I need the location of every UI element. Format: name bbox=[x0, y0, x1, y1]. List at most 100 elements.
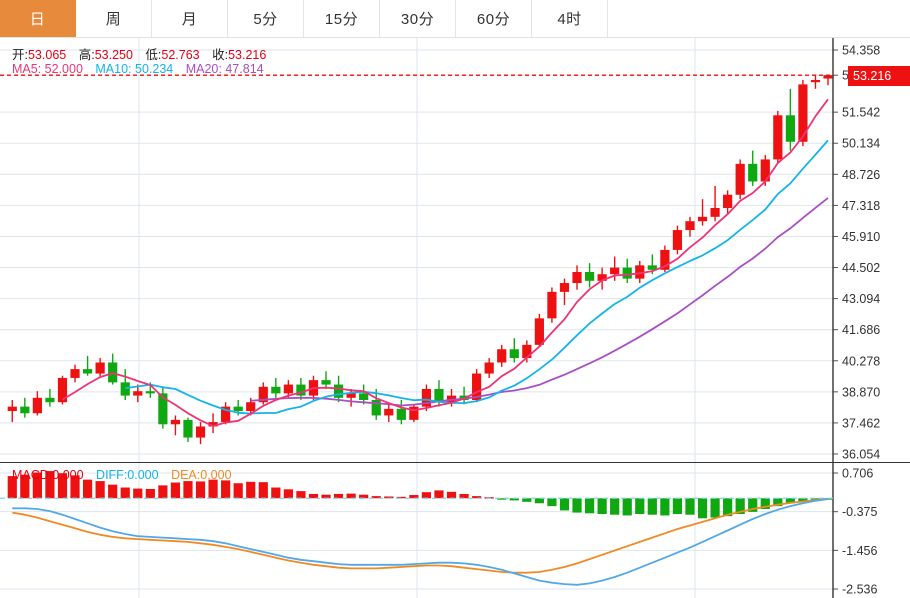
price-axis-label: 54.358 bbox=[842, 44, 880, 58]
candle-body bbox=[32, 397, 42, 414]
candle-body bbox=[145, 391, 155, 394]
candlestick bbox=[660, 245, 670, 272]
candlestick bbox=[484, 358, 494, 378]
price-axis-label: 36.054 bbox=[842, 448, 880, 462]
macd-histogram-bar bbox=[622, 498, 632, 516]
candle-body bbox=[283, 384, 293, 394]
macd-histogram-bar bbox=[685, 498, 695, 515]
candlestick bbox=[321, 371, 331, 389]
macd-chart-svg[interactable]: 0.706 -0.375 -1.456 -2.536 bbox=[0, 463, 910, 598]
macd-histogram-bar bbox=[509, 498, 519, 501]
macd-axis-label: 0.706 bbox=[842, 467, 873, 481]
candlestick bbox=[823, 74, 833, 86]
candlestick bbox=[346, 388, 356, 407]
tab-day[interactable]: 日 bbox=[0, 0, 76, 37]
candlestick bbox=[271, 377, 281, 398]
candle-body bbox=[597, 274, 607, 281]
candlestick bbox=[359, 384, 369, 405]
candle-body bbox=[723, 194, 733, 208]
macd-histogram-bar bbox=[723, 498, 733, 517]
timeframe-tab-bar[interactable]: 日 周 月 5分 15分 30分 60分 4时 bbox=[0, 0, 910, 38]
macd-histogram-bar bbox=[647, 498, 657, 515]
candlestick bbox=[95, 358, 105, 378]
tab-week[interactable]: 周 bbox=[76, 0, 152, 37]
price-chart-svg[interactable]: 54.358 53.216 51.542 50.134 48.726 47.318 45.9… bbox=[0, 38, 910, 462]
candle-body bbox=[384, 408, 394, 416]
macd-histogram-bar bbox=[95, 481, 105, 499]
candle-body bbox=[371, 400, 381, 416]
ma20-line bbox=[250, 197, 829, 407]
macd-histogram-bar bbox=[133, 488, 143, 499]
macd-histogram-bar bbox=[760, 498, 770, 509]
price-axis-label: 38.870 bbox=[842, 385, 880, 399]
candle-body bbox=[547, 291, 557, 319]
candle-body bbox=[522, 344, 532, 359]
macd-histogram-bar bbox=[195, 481, 206, 499]
candle-body bbox=[810, 79, 821, 83]
candlestick bbox=[45, 388, 55, 407]
candlestick bbox=[384, 402, 394, 423]
candle-body bbox=[170, 419, 181, 425]
tab-5min-label: 5分 bbox=[253, 11, 278, 28]
candlestick bbox=[170, 415, 181, 436]
macd-histogram-bar bbox=[384, 496, 394, 499]
macd-histogram-bar bbox=[57, 473, 68, 499]
macd-chart-panel[interactable]: MACD:0.000 DIFF:0.000 DEA:0.000 0.706 -0.… bbox=[0, 462, 910, 598]
macd-histogram-bar bbox=[145, 488, 155, 499]
dea-line bbox=[12, 498, 829, 574]
candle-body bbox=[346, 393, 356, 398]
tab-4hour[interactable]: 4时 bbox=[532, 0, 608, 37]
candlestick bbox=[195, 422, 206, 445]
candle-body bbox=[509, 349, 519, 359]
candlestick bbox=[710, 185, 720, 222]
macd-histogram-bar bbox=[183, 481, 193, 499]
macd-histogram-bar bbox=[108, 484, 118, 499]
tab-30min[interactable]: 30分 bbox=[380, 0, 456, 37]
price-chart-panel[interactable]: 开:53.065 高:53.250 低:52.763 收:53.216 MA5:… bbox=[0, 38, 910, 462]
candlestick bbox=[534, 313, 544, 348]
macd-histogram-bar bbox=[497, 498, 507, 500]
candlestick bbox=[82, 355, 93, 376]
candle-body bbox=[133, 391, 143, 396]
macd-histogram-bar bbox=[70, 475, 80, 499]
macd-histogram-bar bbox=[82, 479, 93, 499]
candlestick bbox=[371, 388, 381, 420]
candlestick bbox=[610, 256, 620, 281]
candle-body bbox=[622, 267, 632, 279]
macd-histogram-bar bbox=[559, 498, 570, 511]
candlestick bbox=[183, 417, 193, 442]
tab-60min[interactable]: 60分 bbox=[456, 0, 532, 37]
candle-body bbox=[660, 249, 670, 270]
macd-histogram-bar bbox=[158, 485, 168, 499]
macd-histogram-bar bbox=[333, 493, 344, 499]
macd-axis-label: -1.456 bbox=[842, 544, 877, 558]
candlestick bbox=[785, 88, 795, 151]
macd-histogram-bar bbox=[258, 482, 268, 499]
candle-body bbox=[396, 408, 406, 420]
macd-axis-label: -2.536 bbox=[842, 583, 877, 597]
candle-body bbox=[221, 406, 231, 423]
candle-body bbox=[785, 115, 795, 142]
tab-15min[interactable]: 15分 bbox=[304, 0, 380, 37]
candle-body bbox=[321, 380, 331, 385]
candle-body bbox=[195, 426, 206, 438]
candle-body bbox=[610, 267, 620, 275]
candlestick bbox=[396, 400, 406, 425]
candle-body bbox=[534, 318, 544, 345]
candle-body bbox=[296, 384, 306, 396]
candlestick bbox=[522, 340, 532, 363]
macd-histogram-bar bbox=[710, 498, 720, 518]
ma5-line bbox=[62, 98, 829, 427]
macd-histogram-bar bbox=[271, 487, 281, 499]
tab-5min[interactable]: 5分 bbox=[228, 0, 304, 37]
macd-histogram-bar bbox=[396, 496, 406, 499]
candle-body bbox=[472, 373, 482, 401]
candle-body bbox=[584, 271, 595, 281]
tab-month[interactable]: 月 bbox=[152, 0, 228, 37]
tab-day-label: 日 bbox=[29, 11, 46, 28]
macd-histogram-bar bbox=[610, 498, 620, 515]
macd-histogram-bar bbox=[7, 476, 17, 499]
macd-histogram-bar bbox=[584, 498, 595, 514]
candle-body bbox=[559, 283, 570, 292]
candle-body bbox=[710, 207, 720, 217]
